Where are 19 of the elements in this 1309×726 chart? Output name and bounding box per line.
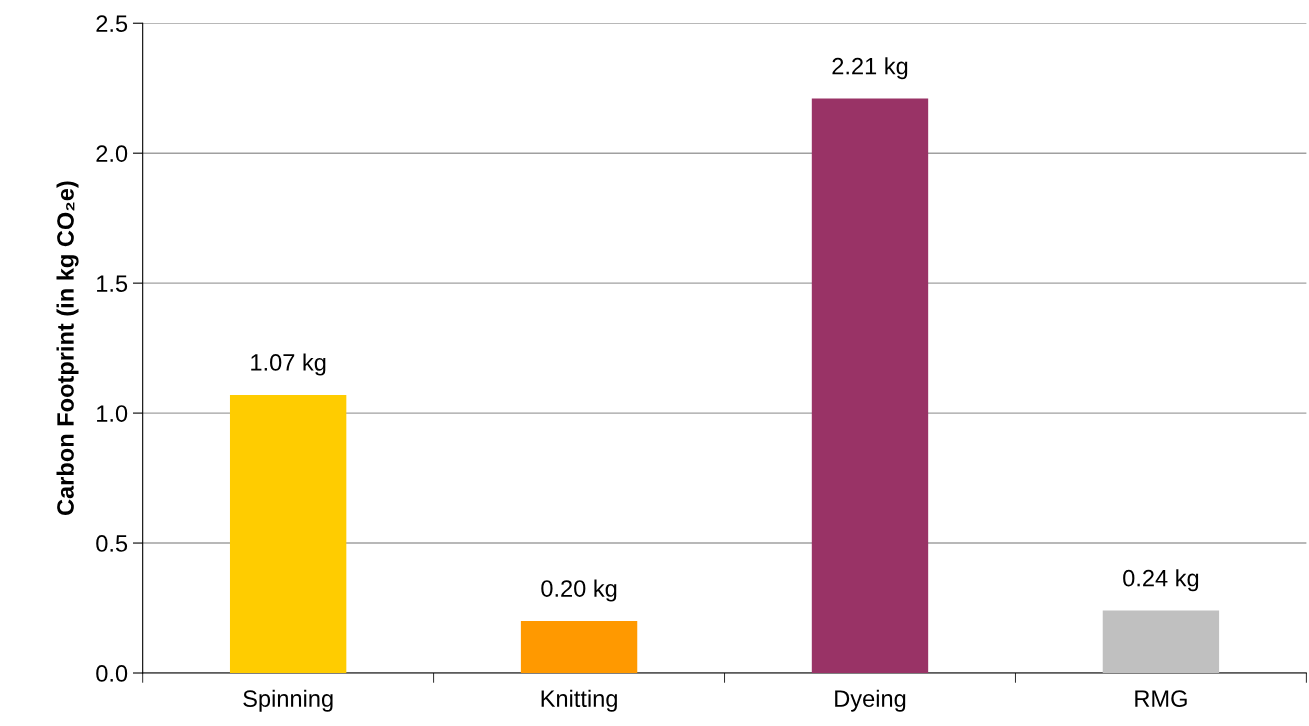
bar bbox=[520, 621, 638, 673]
x-tick-label: RMG bbox=[1135, 690, 1187, 708]
bar bbox=[811, 98, 929, 673]
bar bbox=[1102, 610, 1220, 673]
bar bbox=[229, 394, 347, 673]
data-label: 0.24 kg bbox=[1123, 569, 1199, 592]
y-axis-title: Carbon Footprint (in kg CO₂e) bbox=[56, 181, 79, 516]
x-tick-label: Spinning bbox=[243, 689, 333, 712]
data-label: 2.21 kg bbox=[832, 57, 908, 80]
y-tick-label: 0.5 bbox=[96, 535, 128, 552]
data-label: 0.20 kg bbox=[541, 579, 617, 602]
y-tick-label: 0.0 bbox=[96, 665, 128, 682]
y-tick-label: 1.0 bbox=[97, 405, 128, 422]
data-label: 1.07 kg bbox=[251, 353, 326, 376]
y-tick-label: 2.5 bbox=[96, 15, 128, 33]
y-tick-label: 2.0 bbox=[96, 145, 128, 162]
x-tick-label: Knitting bbox=[541, 689, 617, 712]
x-tick-label: Dyeing bbox=[835, 689, 906, 712]
y-tick-label: 1.5 bbox=[97, 275, 128, 292]
